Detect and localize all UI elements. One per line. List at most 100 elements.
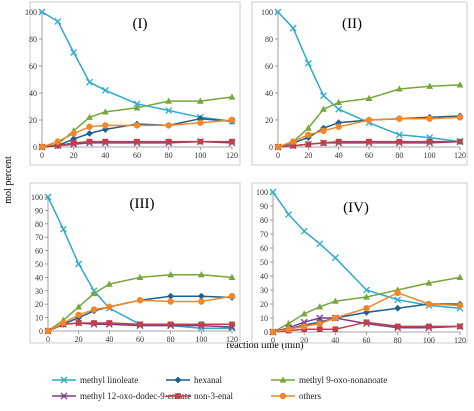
y-tick-label: 70 — [260, 230, 268, 239]
data-point — [366, 138, 372, 145]
y-tick-label: 100 — [31, 193, 43, 202]
data-point — [198, 298, 205, 305]
legend-item: methyl 12-oxo-dodec-9-enoate — [52, 391, 191, 401]
legend-label: others — [299, 391, 321, 401]
data-point — [75, 260, 83, 268]
data-point — [165, 138, 172, 145]
y-tick-label: 60 — [29, 62, 37, 71]
y-tick-label: 100 — [25, 8, 37, 17]
x-tick-label: 80 — [165, 151, 173, 160]
y-tick-label: 40 — [35, 273, 43, 282]
series — [274, 81, 464, 150]
data-point — [300, 310, 308, 317]
y-tick-label: 20 — [29, 116, 37, 125]
x-tick-label: 100 — [424, 151, 436, 160]
legend-item: methyl linoleate — [52, 375, 138, 385]
data-point — [456, 302, 464, 309]
panel-title: (II) — [342, 16, 362, 32]
legend-item: others — [271, 391, 321, 401]
data-point — [86, 78, 93, 86]
series — [38, 116, 236, 151]
data-point — [60, 319, 67, 327]
y-tick-label: 80 — [260, 216, 268, 225]
y-tick-label: 0 — [33, 143, 37, 152]
x-tick-label: 120 — [454, 336, 466, 345]
x-tick-label: 60 — [133, 151, 141, 160]
y-tick-label: 60 — [260, 244, 268, 253]
data-point — [335, 123, 342, 130]
data-point — [320, 92, 327, 100]
data-point — [456, 114, 464, 121]
x-tick-label: 80 — [394, 336, 402, 345]
x-tick-label: 0 — [40, 151, 44, 160]
legend-label: methyl 9-oxo-nonanoate — [299, 375, 387, 385]
data-point — [316, 320, 323, 327]
data-point — [285, 320, 292, 327]
data-point — [320, 127, 327, 134]
data-point — [396, 115, 403, 122]
data-point — [365, 94, 373, 101]
y-tick-label: 40 — [29, 89, 37, 98]
data-point — [363, 293, 370, 300]
data-point — [426, 138, 433, 145]
data-point — [167, 292, 175, 300]
y-tick-label: 10 — [260, 314, 268, 323]
series — [39, 138, 235, 150]
series — [44, 292, 236, 335]
x-tick-label: 80 — [395, 151, 403, 160]
series — [274, 114, 464, 151]
data-point — [197, 271, 205, 278]
data-point — [86, 123, 93, 130]
data-point — [332, 326, 339, 332]
x-tick-label: 80 — [167, 335, 175, 344]
data-point — [289, 24, 297, 32]
legend-label: non-3-enal — [194, 391, 233, 401]
chart-panel: 0 10 20 30 40 50 60 70 80 90 100 0 20 40 60 80 100 120 (II… — [29, 182, 241, 344]
y-tick-label: 90 — [35, 206, 43, 215]
y-tick-label: 20 — [35, 300, 43, 309]
legend-label: methyl linoleate — [80, 375, 138, 385]
data-point — [394, 304, 402, 312]
data-point — [335, 98, 343, 106]
data-point — [197, 292, 205, 300]
data-point — [394, 296, 402, 304]
series — [269, 289, 464, 336]
x-axis-label: reaction time (min) — [226, 340, 303, 351]
x-tick-label: 40 — [335, 151, 343, 160]
legend-marker — [60, 392, 68, 400]
data-point — [316, 314, 324, 322]
data-point — [75, 303, 83, 310]
chart-panel: 0 20 40 60 80 100 0 20 40 60 80 100 120 (II) — [251, 1, 468, 166]
data-point — [38, 8, 46, 16]
x-tick-label: 0 — [46, 335, 50, 344]
x-tick-label: 40 — [101, 151, 109, 160]
y-tick-label: 20 — [260, 300, 268, 309]
data-point — [396, 138, 403, 145]
data-point — [305, 131, 312, 139]
data-point — [102, 138, 109, 145]
data-point — [456, 81, 464, 88]
chart-panel: 0 10 20 30 40 50 60 70 80 90 100 0 20 40 60 80 100 120 (IV… — [251, 182, 468, 345]
data-point — [335, 138, 342, 145]
data-point — [395, 85, 403, 92]
legend-label: hexanal — [194, 375, 222, 385]
data-point — [332, 314, 339, 322]
data-point — [425, 279, 433, 286]
y-tick-label: 80 — [265, 35, 273, 44]
data-point — [167, 321, 174, 328]
legend: methyl linoleate hexanal methyl 9-oxo-nona… — [52, 375, 387, 401]
data-point — [300, 323, 308, 330]
data-point — [228, 292, 236, 300]
data-point — [70, 140, 77, 146]
data-point — [70, 135, 78, 143]
data-point — [91, 320, 97, 326]
data-point — [198, 321, 205, 328]
data-point — [165, 97, 173, 104]
y-tick-label: 40 — [260, 272, 268, 281]
data-point — [394, 323, 401, 330]
data-point — [425, 300, 433, 308]
data-point — [316, 326, 323, 332]
y-tick-label: 0 — [269, 143, 273, 152]
series — [38, 8, 236, 125]
x-tick-label: 0 — [271, 336, 275, 345]
